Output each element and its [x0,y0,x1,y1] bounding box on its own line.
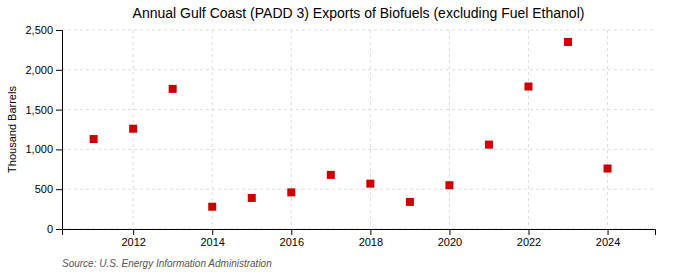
tick-mark [56,229,62,230]
tick: 2024 [596,229,620,248]
point [248,194,256,202]
grid-line [62,189,655,190]
plot: 2012 2014 2016 2018 2020 2022 2024 0 500 1,000 1,5… [25,24,655,248]
axis-line [56,31,63,230]
point [208,203,216,211]
tick: 2012 [121,229,145,248]
y-axis-title: Thousand Barrels [6,86,18,173]
grid-line [528,30,529,229]
x-axis: 2012 2014 2016 2018 2020 2022 2024 [63,229,656,248]
tick-mark [56,30,62,31]
tick-label: 500 [35,183,53,195]
tick-mark [212,229,213,235]
tick-label: 2012 [121,236,145,248]
grid-line [62,69,655,70]
tick-mark [449,229,450,235]
point [524,83,532,91]
tick-mark [370,229,371,235]
point [366,180,374,188]
point [129,125,137,133]
tick-label: 2,000 [25,64,53,76]
tick: 2018 [359,229,383,248]
point [604,165,612,173]
tick-label: 2024 [596,236,620,248]
tick-label: 1,000 [25,143,53,155]
tick: 500 [35,183,62,195]
title: Annual Gulf Coast (PADD 3) Exports of Bi… [133,5,585,21]
tick: 2014 [200,229,224,248]
tick-label: 1,500 [25,104,53,116]
tick-label: 0 [47,223,53,235]
point [406,198,414,206]
tick: 1,500 [25,104,62,116]
grid-line [62,109,655,110]
point [327,171,335,179]
point [564,38,572,46]
tick: 0 [47,223,62,235]
tick-label: 2016 [280,236,304,248]
tick-mark [291,229,292,235]
tick: 2016 [280,229,304,248]
tick: 2020 [438,229,462,248]
tick-mark [133,229,134,235]
point [485,141,493,149]
tick: 2,500 [25,24,62,36]
grid-line [212,30,213,229]
tick-mark [56,70,62,71]
tick-label: 2022 [517,236,541,248]
tick: 2,000 [25,64,62,76]
grid-line [62,30,655,31]
point [445,181,453,189]
axis-line [63,230,656,236]
chart: 2012 2014 2016 2018 2020 2022 2024 0 500 1,000 1,5… [0,0,675,275]
grid-line [370,30,371,229]
tick-label: 2020 [438,236,462,248]
grid-line [607,30,608,229]
tick: 1,000 [25,143,62,155]
tick-mark [608,229,609,235]
tick-mark [56,189,62,190]
tick-mark [528,229,529,235]
tick-label: 2018 [359,236,383,248]
grid-line [291,30,292,229]
points [90,38,612,211]
tick-label: 2014 [200,236,224,248]
y-axis: 0 500 1,000 1,500 2,000 2,500 [25,24,62,235]
tick-label: 2,500 [25,24,53,36]
point [90,135,98,143]
tick: 2022 [517,229,541,248]
grid-line [62,149,655,150]
tick-mark [56,110,62,111]
point [169,85,177,93]
grid [62,30,655,229]
tick-mark [56,149,62,150]
point [287,188,295,196]
source-note: Source: U.S. Energy Information Administ… [62,258,272,269]
grid-line [449,30,450,229]
